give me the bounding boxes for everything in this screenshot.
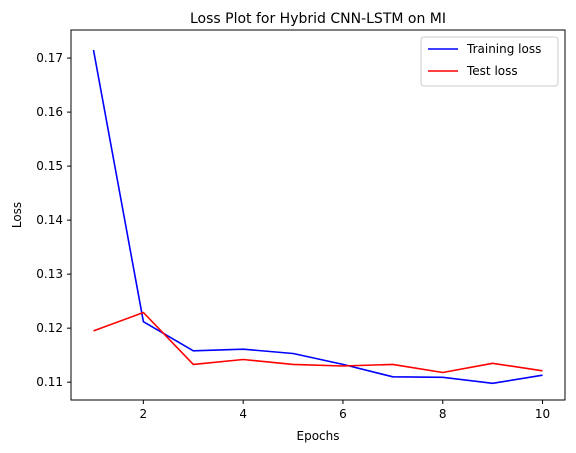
series-line-test-loss	[93, 311, 543, 374]
x-tick-label: 6	[339, 407, 347, 421]
y-tick-label: 0.17	[36, 51, 63, 65]
legend-label-test-loss: Test loss	[466, 64, 518, 78]
x-axis-ticks: 2 4 6 8 10	[140, 400, 550, 421]
legend-label-training-loss: Training loss	[466, 42, 541, 56]
series-line-training-loss	[92, 49, 543, 385]
y-tick-label: 0.13	[36, 267, 63, 281]
y-axis-ticks: 0.11 0.12 0.13 0.14 0.15 0.16 0.17	[36, 51, 71, 389]
chart-title: Loss Plot for Hybrid CNN-LSTM on MI	[190, 11, 446, 27]
plot-area-frame	[70, 29, 566, 401]
y-tick-label: 0.15	[36, 159, 63, 173]
y-tick-label: 0.16	[36, 105, 63, 119]
y-tick-label: 0.12	[36, 321, 63, 335]
x-tick-label: 2	[140, 407, 148, 421]
x-tick-label: 10	[535, 407, 550, 421]
y-axis-label: Loss	[10, 202, 24, 228]
y-tick-label: 0.11	[36, 375, 63, 389]
series-lines	[92, 49, 543, 385]
x-tick-label: 8	[439, 407, 447, 421]
x-axis-label: Epochs	[297, 429, 340, 443]
legend: Training loss Test loss	[420, 36, 559, 87]
y-tick-label: 0.14	[36, 213, 63, 227]
x-tick-label: 4	[239, 407, 247, 421]
